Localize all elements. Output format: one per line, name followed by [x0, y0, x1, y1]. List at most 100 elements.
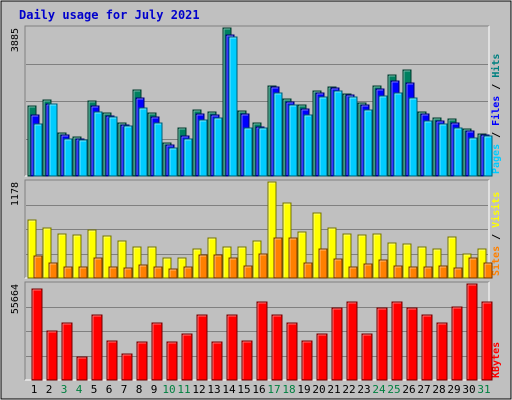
bar-visits-sites-day-15 — [243, 265, 253, 279]
day-label-4: 4 — [76, 383, 83, 396]
bar-hits-pages-day-12 — [198, 119, 208, 177]
bar-visits-sites-day-20 — [318, 248, 328, 279]
label-part-kbytes: KBytes — [491, 342, 502, 378]
label-part-sites: Sites — [490, 246, 502, 276]
bar-visits-sites-day-22 — [348, 266, 358, 279]
day-label-11: 11 — [177, 383, 190, 396]
day-label-19: 19 — [297, 383, 310, 396]
day-label-27: 27 — [417, 383, 430, 396]
bar-hits-pages-day-11 — [183, 138, 193, 177]
bar-visits-sites-day-19 — [303, 262, 313, 279]
bar-kbytes-kbytes-day-23 — [361, 333, 373, 381]
series-label-visits: Sites / Visits — [490, 192, 502, 276]
bar-visits-sites-day-26 — [408, 266, 418, 279]
label-part-files: Files — [490, 96, 502, 126]
day-label-22: 22 — [342, 383, 355, 396]
plot-border-dark-visits — [24, 179, 489, 278]
bar-kbytes-kbytes-day-24 — [376, 307, 388, 381]
bar-kbytes-kbytes-day-25 — [391, 301, 403, 381]
day-label-14: 14 — [222, 383, 236, 396]
bar-kbytes-kbytes-day-2 — [46, 330, 58, 381]
bar-kbytes-kbytes-day-28 — [436, 322, 448, 381]
bar-visits-visits-day-29 — [447, 236, 457, 279]
day-label-2: 2 — [46, 383, 53, 396]
panel-visits: 1178 Sites / Visits — [10, 179, 502, 279]
day-label-3: 3 — [61, 383, 68, 396]
bar-kbytes-kbytes-day-20 — [316, 333, 328, 381]
max-label-kbytes: 55664 — [10, 284, 21, 314]
plot-border-dark-hits — [24, 25, 489, 176]
bar-kbytes-kbytes-day-15 — [241, 340, 253, 381]
bar-hits-pages-day-30 — [468, 137, 478, 177]
bar-visits-visits-day-26 — [402, 243, 412, 279]
bar-kbytes-kbytes-day-14 — [226, 314, 238, 381]
bar-visits-sites-day-11 — [183, 266, 193, 279]
panel-hits: 3885 Pages / Files / Hits — [10, 25, 502, 177]
day-label-23: 23 — [357, 383, 370, 396]
bar-hits-pages-day-3 — [63, 138, 73, 177]
bar-visits-sites-day-14 — [228, 257, 238, 279]
bar-visits-sites-day-10 — [168, 268, 178, 279]
bar-hits-pages-day-15 — [243, 127, 253, 177]
bar-kbytes-kbytes-day-26 — [406, 307, 418, 381]
bar-hits-pages-day-17 — [273, 92, 283, 177]
bar-visits-visits-day-10 — [162, 257, 172, 279]
bar-visits-sites-day-16 — [258, 253, 268, 279]
bar-visits-visits-day-7 — [117, 240, 127, 279]
bar-visits-sites-day-21 — [333, 258, 343, 279]
bar-hits-pages-day-13 — [213, 117, 223, 177]
day-label-24: 24 — [372, 383, 386, 396]
day-label-30: 30 — [462, 383, 475, 396]
bar-kbytes-kbytes-day-16 — [256, 301, 268, 381]
bar-visits-visits-day-19 — [297, 231, 307, 279]
bar-kbytes-kbytes-day-31 — [481, 301, 493, 381]
max-label-visits: 1178 — [10, 182, 21, 206]
bar-kbytes-kbytes-day-21 — [331, 307, 343, 381]
day-label-15: 15 — [237, 383, 250, 396]
bar-hits-pages-day-31 — [483, 135, 493, 177]
bar-visits-sites-day-23 — [363, 263, 373, 279]
bar-visits-sites-day-6 — [108, 266, 118, 279]
bar-hits-pages-day-29 — [453, 127, 463, 177]
bar-hits-pages-day-14 — [228, 36, 238, 177]
bar-visits-sites-day-28 — [438, 265, 448, 279]
bar-hits-pages-day-4 — [78, 139, 88, 177]
bar-kbytes-kbytes-day-8 — [136, 341, 148, 381]
bar-kbytes-kbytes-day-29 — [451, 306, 463, 381]
bar-visits-visits-day-23 — [357, 234, 367, 279]
series-label-hits: Pages / Files / Hits — [490, 54, 502, 174]
bar-hits-pages-day-7 — [123, 125, 133, 177]
bar-visits-sites-day-7 — [123, 267, 133, 279]
day-label-25: 25 — [387, 383, 400, 396]
bar-visits-sites-day-3 — [63, 266, 73, 279]
day-label-5: 5 — [91, 383, 98, 396]
bar-visits-sites-day-5 — [93, 257, 103, 279]
bar-hits-pages-day-28 — [438, 123, 448, 177]
bar-hits-pages-day-2 — [48, 103, 58, 177]
bar-visits-sites-day-2 — [48, 262, 58, 279]
plot-border-dark-kbytes — [24, 281, 489, 380]
bar-kbytes-kbytes-day-17 — [271, 314, 283, 381]
day-label-12: 12 — [192, 383, 205, 396]
bar-kbytes-kbytes-day-19 — [301, 340, 313, 381]
bar-visits-sites-day-8 — [138, 264, 148, 279]
bar-hits-pages-day-10 — [168, 147, 178, 177]
day-label-20: 20 — [312, 383, 325, 396]
day-label-7: 7 — [121, 383, 128, 396]
bar-kbytes-kbytes-day-10 — [166, 341, 178, 381]
day-label-31: 31 — [477, 383, 490, 396]
bar-kbytes-kbytes-day-30 — [466, 283, 478, 381]
bar-kbytes-kbytes-day-11 — [181, 333, 193, 381]
bar-visits-visits-day-3 — [57, 233, 67, 279]
bar-kbytes-kbytes-day-6 — [106, 340, 118, 381]
bar-visits-visits-day-8 — [132, 246, 142, 279]
day-labels: 1 2 3 4 5 6 7 8 9 10 11 12 13 14 15 16 17 18 19 20 21 22 23 24 2… — [31, 383, 491, 396]
day-label-29: 29 — [447, 383, 460, 396]
bar-visits-visits-day-17 — [267, 181, 277, 279]
bar-visits-sites-day-24 — [378, 259, 388, 279]
bar-hits-pages-day-27 — [423, 120, 433, 177]
bar-visits-visits-day-5 — [87, 229, 97, 279]
bar-visits-visits-day-4 — [72, 234, 82, 279]
bar-visits-visits-day-22 — [342, 233, 352, 279]
